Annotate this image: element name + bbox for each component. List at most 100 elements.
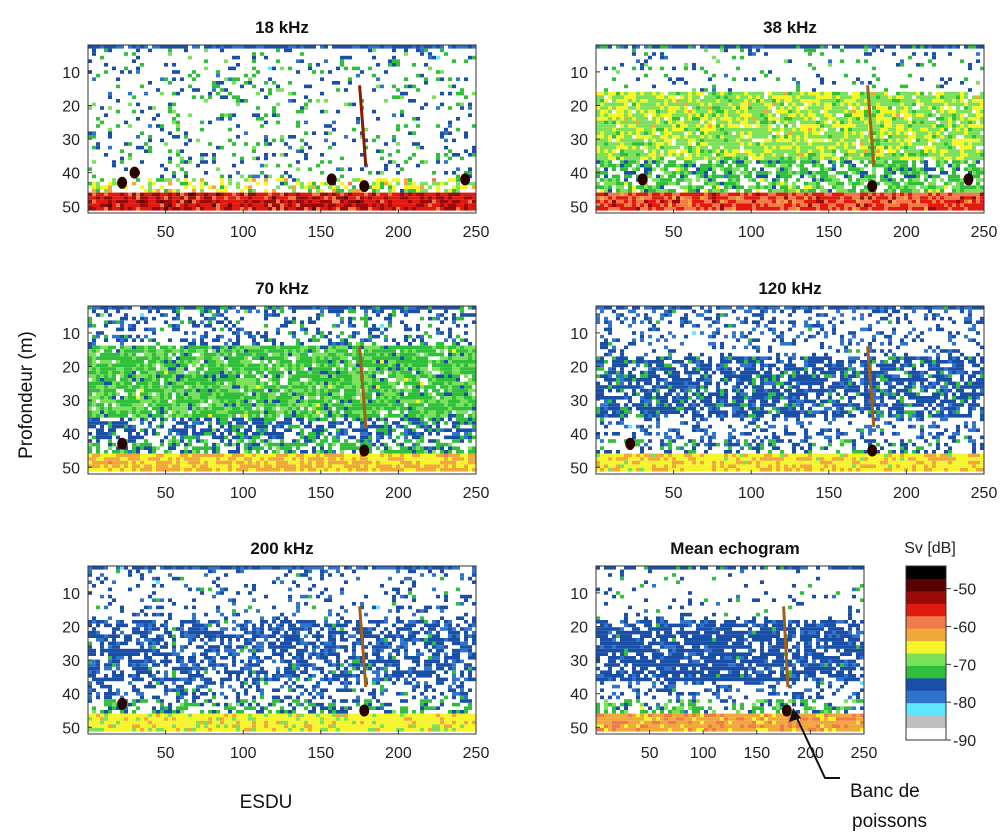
echogram-cell — [796, 84, 800, 89]
echogram-cell — [808, 48, 812, 53]
echogram-cell — [792, 127, 796, 132]
echogram-cell — [620, 192, 624, 197]
echogram-cell — [260, 52, 264, 56]
echogram-cell — [404, 181, 408, 186]
echogram-cell — [828, 131, 832, 135]
echogram-cell — [652, 106, 656, 110]
echogram-cell — [692, 95, 696, 99]
echogram-cell — [308, 167, 312, 171]
echogram-cell — [340, 316, 344, 321]
echogram-cell — [712, 171, 716, 175]
echogram-cell — [920, 124, 924, 128]
echogram-cell — [820, 185, 824, 189]
echogram-cell — [376, 185, 380, 189]
echogram-cell — [600, 178, 604, 182]
echogram-cell — [660, 113, 664, 117]
echogram-cell — [116, 334, 120, 339]
echogram-cell — [644, 135, 648, 139]
echogram-cell — [440, 91, 444, 96]
echogram-cell — [468, 181, 472, 186]
echogram-cell — [944, 153, 948, 157]
echogram-cell — [96, 73, 100, 78]
echogram-cell — [720, 95, 724, 99]
echogram-cell — [748, 124, 752, 128]
echogram-cell — [656, 99, 660, 103]
echogram-cell — [596, 95, 600, 99]
echogram-cell — [840, 99, 844, 103]
echogram-cell — [468, 207, 472, 211]
echogram-cell — [660, 160, 664, 164]
echogram-cell — [288, 66, 292, 71]
echogram-cell — [908, 156, 912, 161]
echogram-cell — [840, 189, 844, 193]
echogram-cell — [372, 324, 376, 328]
echogram-cell — [184, 48, 188, 53]
echogram-cell — [820, 106, 824, 110]
echogram-cell — [700, 153, 704, 157]
echogram-cell — [896, 145, 900, 150]
echogram-cell — [980, 109, 984, 114]
echogram-cell — [840, 91, 844, 96]
echogram-cell — [788, 185, 792, 189]
echogram-cell — [288, 185, 292, 189]
echogram-cell — [240, 45, 244, 49]
echogram-cell — [848, 131, 852, 135]
echogram-cell — [608, 203, 612, 207]
echogram-cell — [680, 167, 684, 171]
echogram-cell — [308, 192, 312, 197]
echogram-cell — [264, 316, 268, 321]
echogram-cell — [668, 127, 672, 132]
echogram-cell — [664, 99, 668, 103]
echogram-cell — [700, 135, 704, 139]
echogram-cell — [232, 345, 236, 350]
echogram-cell — [464, 196, 468, 200]
echogram-cell — [616, 99, 620, 103]
echogram-cell — [952, 135, 956, 139]
echogram-cell — [764, 207, 768, 211]
echogram-cell — [264, 203, 268, 207]
echogram-cell — [600, 149, 604, 153]
echogram-cell — [256, 142, 260, 146]
echogram-cell — [472, 199, 476, 204]
echogram-cell — [280, 181, 284, 186]
echogram-cell — [392, 138, 396, 143]
echogram-cell — [108, 203, 112, 207]
echogram-cell — [252, 345, 256, 350]
echogram-cell — [748, 199, 752, 204]
echogram-cell — [372, 196, 376, 200]
echogram-cell — [940, 117, 944, 121]
echogram-cell — [724, 192, 728, 197]
echogram-cell — [344, 203, 348, 207]
echogram-cell — [652, 178, 656, 182]
echogram-cell — [300, 320, 304, 324]
echogram-cell — [732, 171, 736, 175]
echogram-cell — [252, 207, 256, 211]
echogram-cell — [176, 124, 180, 128]
echogram-cell — [636, 109, 640, 114]
echogram-cell — [772, 199, 776, 204]
echogram-cell — [380, 199, 384, 204]
echogram-cell — [932, 153, 936, 157]
echogram-cell — [440, 102, 444, 107]
echogram-cell — [748, 135, 752, 139]
echogram-cell — [760, 124, 764, 128]
echogram-cell — [736, 66, 740, 71]
echogram-cell — [904, 192, 908, 197]
echogram-cell — [344, 45, 348, 49]
echogram-cell — [912, 203, 916, 207]
echogram-cell — [624, 196, 628, 200]
echogram-cell — [136, 320, 140, 324]
echogram-cell — [708, 174, 712, 179]
echogram-cell — [120, 338, 124, 342]
echogram-cell — [472, 153, 476, 157]
echogram-cell — [620, 203, 624, 207]
echogram-cell — [744, 127, 748, 132]
echogram-cell — [616, 135, 620, 139]
echogram-cell — [672, 145, 676, 150]
echogram-cell — [796, 109, 800, 114]
echogram-cell — [728, 185, 732, 189]
echogram-cell — [156, 196, 160, 200]
echogram-cell — [180, 199, 184, 204]
echogram-cell — [196, 324, 200, 328]
echogram-cell — [112, 181, 116, 186]
